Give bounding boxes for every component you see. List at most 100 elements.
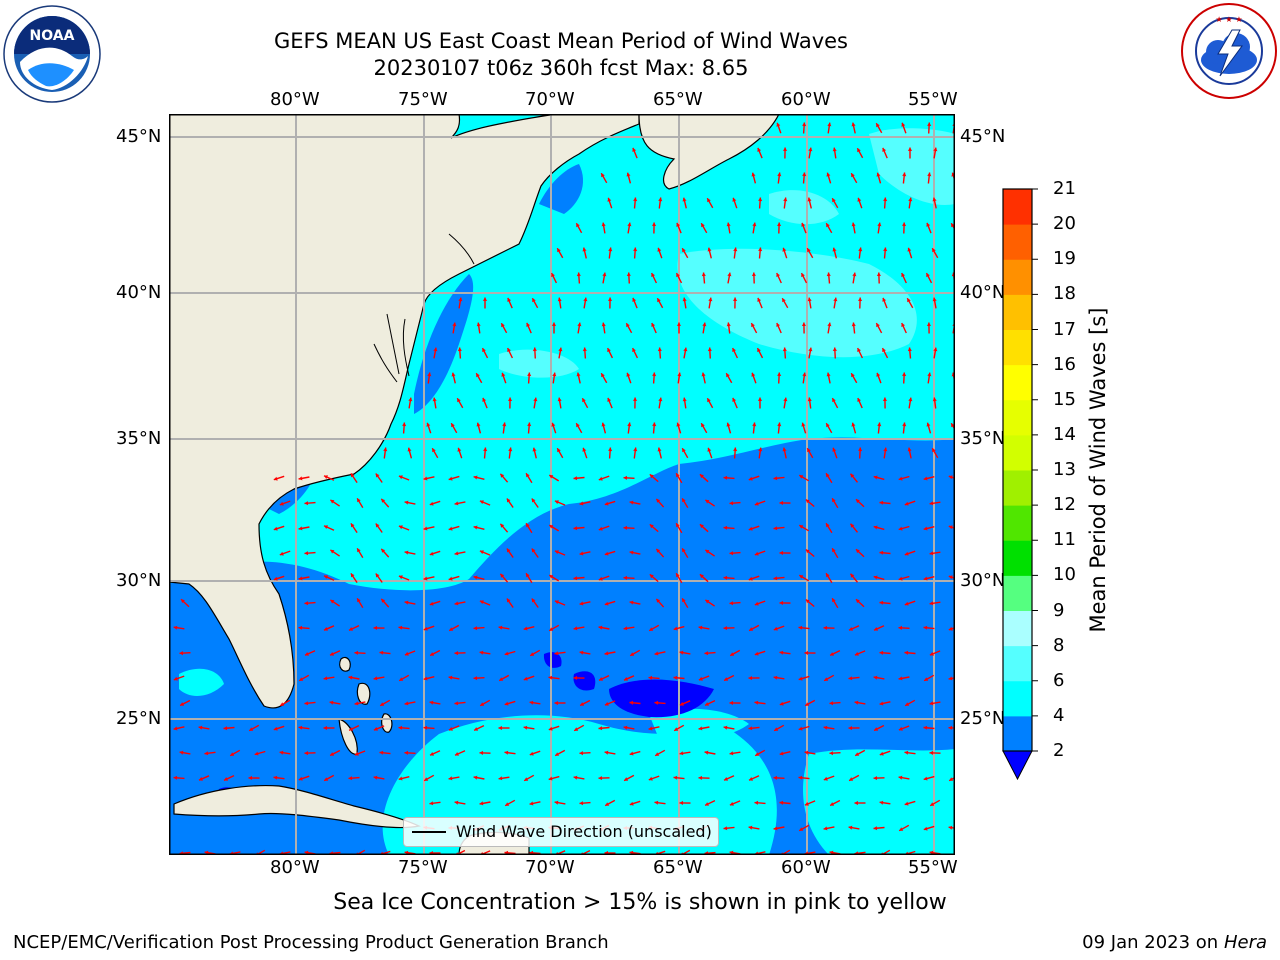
- wave-arrow-head: [348, 776, 353, 781]
- wave-arrow-head: [850, 523, 855, 528]
- wave-arrow-head: [457, 347, 462, 352]
- colorbar-segment: [1003, 224, 1032, 260]
- wave-arrow-head: [729, 551, 734, 556]
- wave-arrow-head: [774, 727, 779, 731]
- wave-arrow-head: [580, 702, 585, 706]
- wave-arrow-head: [579, 601, 584, 606]
- wave-arrow-head: [773, 476, 778, 481]
- wave-arrow-head: [304, 751, 308, 756]
- wave-arrow-head: [554, 600, 559, 605]
- wave-arrow-head: [729, 501, 734, 506]
- wave-arrow-head: [782, 347, 787, 352]
- wave-arrow-head: [657, 447, 662, 452]
- wave-arrow-head: [526, 473, 530, 478]
- wave-arrow-head: [633, 397, 638, 401]
- wave-arrow-head: [429, 700, 434, 705]
- wave-arrow-head: [704, 750, 709, 755]
- wave-arrow-head: [833, 297, 838, 302]
- wave-arrow-head: [304, 501, 309, 506]
- wave-arrow-head: [805, 549, 810, 554]
- wave-arrow-head: [607, 197, 612, 202]
- wave-arrow-head: [526, 573, 530, 578]
- wave-arrow-head: [898, 676, 903, 681]
- wave-arrow-head: [499, 677, 504, 681]
- wave-arrow-head: [657, 347, 662, 352]
- wave-arrow-head: [882, 147, 887, 152]
- wave-arrow-head: [601, 322, 606, 327]
- colorbar-tick-label: 17: [1053, 318, 1076, 340]
- wave-arrow-head: [849, 777, 854, 781]
- wave-arrow-head: [180, 702, 185, 706]
- wave-arrow-head: [576, 372, 581, 377]
- wave-arrow-head: [907, 147, 913, 151]
- colorbar-segment: [1003, 259, 1032, 295]
- wave-arrow-head: [808, 347, 813, 352]
- wave-arrow-head: [604, 501, 609, 506]
- colorbar-tick-label: 12: [1053, 494, 1076, 516]
- wave-arrow-head: [483, 447, 488, 452]
- wave-arrow-head: [533, 397, 538, 402]
- wave-arrow-head: [652, 372, 657, 377]
- wave-arrow-head: [857, 398, 861, 402]
- wave-arrow-head: [399, 677, 404, 681]
- wave-arrow-head: [779, 500, 783, 505]
- wave-arrow-head: [298, 725, 303, 730]
- wave-arrow-head: [926, 222, 931, 227]
- wave-arrow-head: [523, 725, 528, 730]
- wave-arrow-head: [576, 272, 581, 277]
- wave-arrow-head: [651, 273, 655, 277]
- wave-arrow-head: [404, 550, 409, 555]
- wave-arrow-head: [801, 322, 806, 326]
- wave-arrow-head: [629, 751, 634, 756]
- wave-arrow-head: [529, 801, 534, 806]
- lon-label-bottom-70w: 70°W: [525, 857, 575, 878]
- wave-arrow-head: [602, 272, 607, 277]
- wave-arrow-head: [832, 247, 837, 252]
- wave-arrow-head: [482, 348, 486, 353]
- lon-label-bottom-75w: 75°W: [398, 857, 448, 878]
- wave-arrow-head: [826, 423, 830, 428]
- wave-arrow-head: [829, 751, 833, 756]
- wave-arrow-head: [330, 549, 335, 554]
- wave-arrow-head: [249, 727, 254, 731]
- wave-arrow-head: [624, 777, 629, 781]
- wave-arrow-head: [604, 651, 609, 656]
- wave-arrow-head: [679, 650, 684, 655]
- wave-arrow-head: [473, 525, 478, 530]
- wave-arrow-head: [423, 576, 428, 581]
- wave-arrow-head: [502, 422, 507, 427]
- wave-arrow-head: [476, 322, 481, 327]
- wave-arrow-head: [532, 447, 537, 452]
- wave-arrow-head: [923, 576, 928, 581]
- wave-arrow-head: [807, 248, 811, 253]
- wave-arrow-head: [824, 677, 829, 681]
- colorbar-tick-label: 19: [1053, 248, 1076, 270]
- wave-arrow-head: [779, 550, 783, 555]
- wave-arrow-head: [199, 776, 203, 781]
- wave-arrow-head: [850, 473, 855, 478]
- wave-arrow-head: [877, 222, 882, 227]
- wave-arrow-head: [350, 573, 355, 578]
- wave-arrow-head: [748, 526, 753, 531]
- noaa-logo: NOAA: [3, 5, 101, 103]
- wave-arrow-head: [424, 777, 429, 781]
- wave-arrow-head: [279, 501, 284, 506]
- wave-arrow-head: [582, 447, 587, 452]
- wave-arrow-head: [557, 397, 562, 402]
- wave-arrow-head: [457, 398, 461, 403]
- wave-arrow-head: [530, 652, 535, 656]
- wave-arrow-head: [551, 273, 555, 278]
- wave-arrow-head: [506, 548, 511, 553]
- colorbar: [1002, 188, 1038, 781]
- wave-arrow-head: [582, 347, 587, 352]
- wave-arrow-head: [948, 626, 953, 631]
- wave-arrow-head: [179, 651, 183, 656]
- wave-arrow-head: [802, 372, 807, 377]
- wave-arrow-head: [748, 726, 753, 731]
- wave-arrow-head: [604, 551, 609, 556]
- wave-arrow-head: [398, 575, 403, 580]
- colorbar-segment: [1003, 399, 1032, 436]
- wave-arrow-head: [898, 476, 903, 481]
- wave-arrow-head: [598, 476, 603, 481]
- wave-arrow-head: [729, 601, 734, 606]
